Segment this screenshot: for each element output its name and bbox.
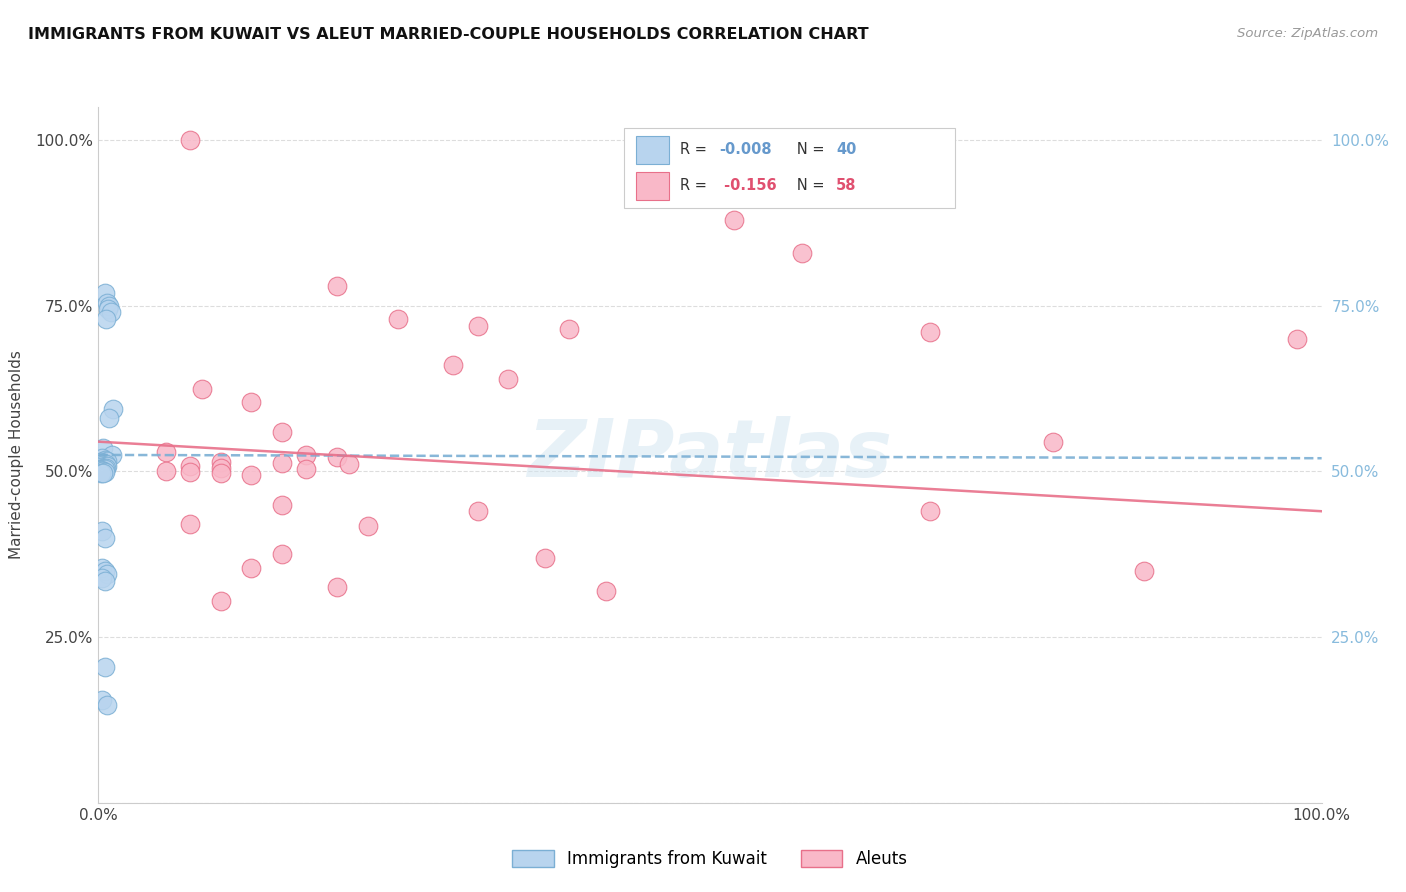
Point bbox=[558, 322, 581, 336]
Point bbox=[97, 302, 120, 317]
Point bbox=[723, 212, 745, 227]
Point bbox=[91, 451, 114, 466]
Point bbox=[179, 517, 201, 532]
Text: -0.008: -0.008 bbox=[720, 142, 772, 157]
Point bbox=[91, 693, 114, 707]
Point bbox=[93, 458, 115, 473]
Point bbox=[1334, 541, 1357, 555]
Text: IMMIGRANTS FROM KUWAIT VS ALEUT MARRIED-COUPLE HOUSEHOLDS CORRELATION CHART: IMMIGRANTS FROM KUWAIT VS ALEUT MARRIED-… bbox=[28, 27, 869, 42]
Text: R =: R = bbox=[681, 142, 711, 157]
Point bbox=[240, 560, 263, 574]
Text: 40: 40 bbox=[837, 142, 856, 157]
Point bbox=[90, 454, 112, 468]
Point bbox=[209, 454, 232, 468]
Point bbox=[90, 463, 112, 477]
Point bbox=[467, 318, 489, 333]
Point bbox=[337, 457, 360, 471]
Point bbox=[326, 279, 349, 293]
Point bbox=[91, 464, 114, 478]
Point bbox=[270, 456, 294, 470]
Point bbox=[93, 531, 115, 545]
Point bbox=[91, 465, 114, 479]
Point bbox=[496, 372, 519, 386]
Point bbox=[920, 504, 942, 518]
Point bbox=[91, 442, 114, 456]
Point bbox=[295, 462, 318, 476]
Point bbox=[93, 452, 115, 467]
Point bbox=[387, 312, 409, 326]
Point bbox=[94, 457, 117, 471]
Point bbox=[93, 462, 115, 476]
Point bbox=[91, 467, 114, 481]
Point bbox=[920, 326, 942, 340]
Point bbox=[270, 547, 294, 561]
Point bbox=[209, 593, 232, 607]
Point bbox=[155, 464, 177, 478]
Text: R =: R = bbox=[681, 178, 711, 193]
Point bbox=[209, 460, 232, 475]
Point bbox=[91, 570, 114, 584]
Point bbox=[179, 459, 201, 474]
Point bbox=[94, 312, 117, 326]
Point bbox=[240, 395, 263, 409]
Point bbox=[1286, 332, 1309, 346]
Point bbox=[326, 450, 349, 464]
Point bbox=[101, 448, 124, 462]
Text: ZIPatlas: ZIPatlas bbox=[527, 416, 893, 494]
Point bbox=[96, 454, 118, 468]
Point bbox=[96, 459, 118, 474]
Point bbox=[93, 574, 115, 588]
Text: -0.156: -0.156 bbox=[720, 178, 778, 193]
Legend: Immigrants from Kuwait, Aleuts: Immigrants from Kuwait, Aleuts bbox=[506, 843, 914, 874]
Y-axis label: Married-couple Households: Married-couple Households bbox=[10, 351, 24, 559]
Point bbox=[270, 425, 294, 439]
Text: 58: 58 bbox=[837, 178, 856, 193]
Text: N =: N = bbox=[783, 142, 828, 157]
Point bbox=[270, 498, 294, 512]
Point bbox=[101, 401, 124, 416]
Point bbox=[91, 460, 114, 475]
Point bbox=[91, 456, 114, 470]
Text: Source: ZipAtlas.com: Source: ZipAtlas.com bbox=[1237, 27, 1378, 40]
Point bbox=[98, 299, 121, 313]
Point bbox=[155, 444, 177, 458]
Point bbox=[96, 698, 118, 712]
Point bbox=[441, 359, 464, 373]
Point bbox=[1042, 434, 1064, 449]
Point bbox=[91, 560, 114, 574]
Point bbox=[191, 382, 214, 396]
Point bbox=[91, 462, 114, 476]
Point bbox=[1347, 647, 1369, 661]
Point bbox=[356, 518, 378, 533]
Point bbox=[467, 504, 489, 518]
Point bbox=[790, 245, 813, 260]
Point bbox=[93, 465, 115, 479]
Point bbox=[90, 459, 112, 474]
Text: N =: N = bbox=[783, 178, 828, 193]
Point bbox=[209, 467, 232, 481]
Point bbox=[1133, 564, 1156, 578]
Point bbox=[93, 660, 115, 674]
Point bbox=[93, 285, 115, 300]
Point bbox=[91, 524, 114, 538]
Point bbox=[179, 465, 201, 479]
Point bbox=[96, 295, 118, 310]
Point bbox=[98, 411, 121, 425]
Point bbox=[94, 461, 117, 475]
Point bbox=[93, 564, 115, 578]
Point bbox=[91, 458, 114, 472]
Point bbox=[326, 581, 349, 595]
Point bbox=[96, 567, 118, 582]
Point bbox=[179, 133, 201, 147]
Point bbox=[90, 466, 112, 480]
Point bbox=[295, 448, 318, 462]
Point bbox=[595, 583, 617, 598]
Point bbox=[534, 550, 557, 565]
Point bbox=[240, 467, 263, 482]
Point bbox=[100, 305, 122, 319]
